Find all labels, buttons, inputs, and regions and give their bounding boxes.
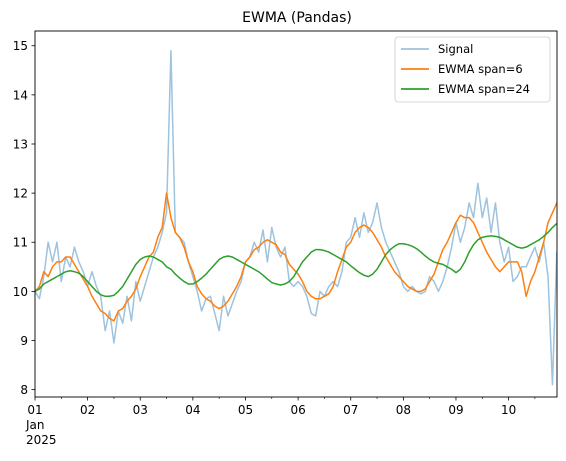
plot-frame xyxy=(34,30,558,398)
series-line-ewma-span-24 xyxy=(35,222,557,298)
y-tick-label: 14 xyxy=(13,88,28,102)
x-tick-label: 01 xyxy=(27,403,42,417)
y-tick-label: 10 xyxy=(13,285,28,299)
x-tick-label: 07 xyxy=(343,403,358,417)
series-line-ewma-span-6 xyxy=(35,192,557,322)
legend-label: EWMA span=24 xyxy=(438,82,530,96)
x-tick-label: 06 xyxy=(290,403,305,417)
x-tick-label: 04 xyxy=(185,403,200,417)
x-tick-month-label: Jan xyxy=(25,418,45,432)
x-tick-label: 03 xyxy=(133,403,148,417)
legend-label: EWMA span=6 xyxy=(438,62,523,76)
y-tick-label: 12 xyxy=(13,187,28,201)
x-tick-label: 09 xyxy=(448,403,463,417)
series-line-signal xyxy=(35,49,557,386)
legend-label: Signal xyxy=(438,42,473,56)
x-tick-label: 08 xyxy=(396,403,411,417)
y-tick-label: 8 xyxy=(20,383,28,397)
y-tick-label: 11 xyxy=(13,236,28,250)
legend: Signal EWMA span=6 EWMA span=24 xyxy=(394,36,551,103)
y-tick-label: 13 xyxy=(13,137,28,151)
legend-box xyxy=(394,36,551,103)
x-tick-year-label: 2025 xyxy=(26,433,57,447)
x-tick-label: 10 xyxy=(501,403,516,417)
y-tick-label: 15 xyxy=(13,39,28,53)
y-axis: 8 9 10 11 12 13 14 15 xyxy=(13,39,35,397)
x-tick-label: 05 xyxy=(238,403,253,417)
x-tick-label: 02 xyxy=(80,403,95,417)
series-layer xyxy=(35,49,557,386)
y-tick-label: 9 xyxy=(20,334,28,348)
chart-title: EWMA (Pandas) xyxy=(242,10,352,26)
